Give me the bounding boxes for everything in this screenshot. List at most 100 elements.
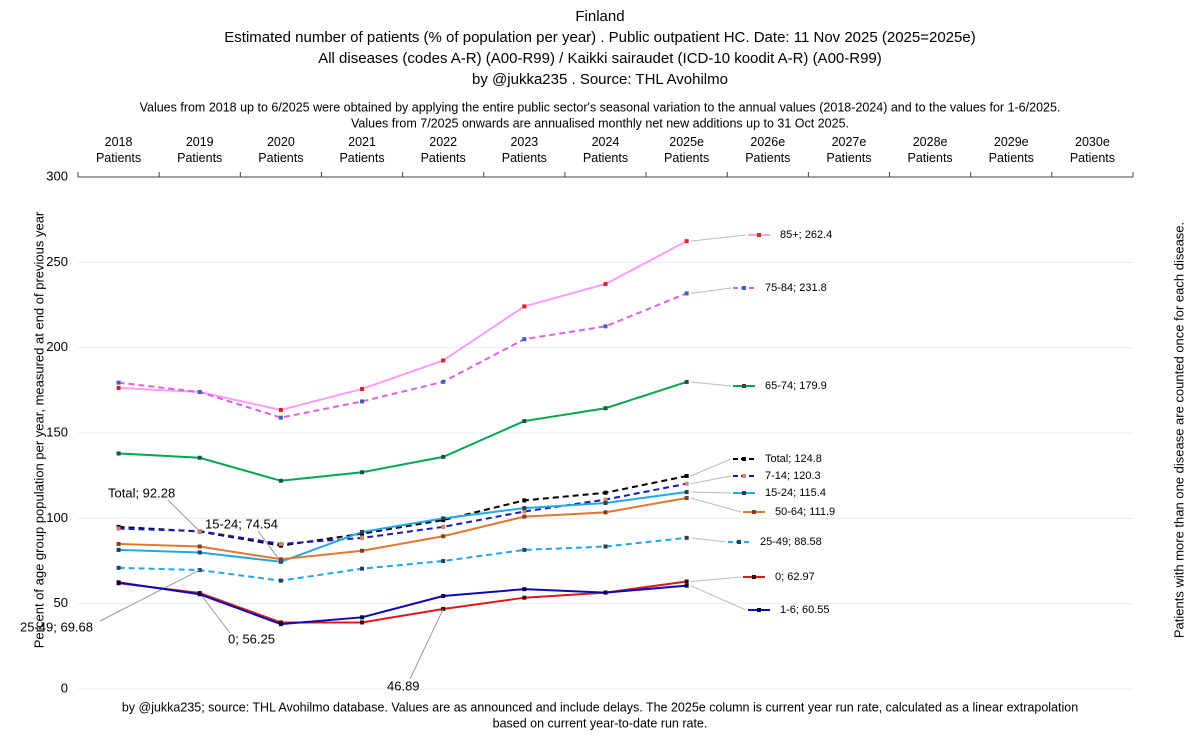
leader-line (690, 475, 732, 485)
point-marker (522, 587, 527, 592)
point-marker (278, 478, 283, 483)
point-marker (116, 580, 121, 585)
leader-line (690, 537, 727, 543)
point-marker (441, 358, 446, 363)
point-marker (522, 506, 527, 511)
label-sample-marker (757, 233, 761, 237)
point-marker (522, 509, 527, 514)
point-marker (116, 565, 121, 570)
point-marker (278, 541, 283, 546)
point-marker (522, 337, 527, 342)
point-marker (684, 579, 689, 584)
point-marker (116, 385, 121, 390)
point-marker (441, 559, 446, 563)
data-label: 0; 56.25 (228, 631, 275, 646)
series-line (118, 240, 688, 411)
point-marker (603, 406, 608, 411)
point-marker (116, 547, 121, 552)
data-label: 0; 62.97 (775, 571, 815, 583)
series-line (118, 580, 687, 624)
series-line (118, 581, 687, 626)
point-marker (441, 379, 446, 384)
point-marker (360, 535, 365, 540)
leader-line (409, 608, 444, 680)
point-marker (197, 544, 202, 549)
leader-line (690, 585, 747, 611)
point-marker (441, 516, 446, 521)
series-line (118, 536, 687, 582)
series-line (118, 497, 687, 561)
point-marker (278, 557, 283, 562)
leader-line (199, 592, 231, 634)
data-label: 65-74; 179.9 (765, 380, 827, 392)
label-sample-marker (752, 575, 756, 579)
leader-line (99, 569, 200, 622)
x-tick-label: 2021 Patients (339, 135, 385, 165)
data-label: 50-64; 111.9 (775, 506, 835, 518)
leader-line (690, 576, 742, 583)
point-marker (684, 583, 689, 588)
series-line (118, 491, 687, 563)
point-marker (360, 615, 365, 620)
leader-line (690, 491, 732, 494)
title-line: Estimated number of patients (% of popul… (224, 29, 975, 46)
leader-line (167, 499, 201, 532)
point-marker (522, 595, 527, 600)
note-line: Values from 7/2025 onwards are annualise… (351, 116, 849, 130)
label-sample-marker (742, 457, 746, 461)
series-line (118, 292, 688, 419)
x-tick-label: 2020 Patients (258, 135, 304, 165)
point-marker (684, 291, 689, 296)
title-line: by @jukka235 . Source: THL Avohilmo (472, 71, 728, 88)
point-marker (603, 590, 608, 595)
point-marker (197, 550, 202, 555)
label-sample-marker (742, 474, 746, 478)
label-sample-marker (742, 286, 746, 290)
leader-line (690, 381, 732, 387)
y-tick-label: 300 (46, 168, 68, 183)
point-marker (522, 304, 527, 309)
data-label: 25-49; 88.58 (760, 536, 822, 548)
point-marker (684, 481, 689, 486)
x-tick-label: 2029e Patients (988, 135, 1034, 165)
point-marker (603, 282, 608, 287)
point-marker (360, 548, 365, 553)
point-marker (278, 578, 283, 583)
point-marker (278, 407, 283, 412)
x-tick-label: 2019 Patients (177, 135, 223, 165)
point-marker (441, 593, 446, 598)
y-tick-label: 0 (61, 680, 68, 695)
label-sample-marker (742, 491, 746, 495)
x-tick-label: 2027e Patients (826, 135, 872, 165)
point-marker (522, 419, 527, 424)
point-marker (197, 390, 202, 395)
point-marker (684, 490, 689, 495)
x-tick-label: 2030e Patients (1069, 135, 1115, 165)
point-marker (603, 490, 608, 495)
point-marker (278, 622, 283, 627)
point-marker (197, 455, 202, 460)
data-label: Total; 92.28 (108, 485, 175, 500)
leader-line (257, 530, 282, 563)
side-note: Patients with more than one disease are … (1171, 222, 1186, 638)
y-axis-label: Percent of age group population per year… (31, 211, 46, 648)
data-label: 15-24; 74.54 (205, 516, 278, 531)
point-marker (116, 526, 121, 531)
leader-line (690, 234, 747, 242)
series-line (118, 475, 687, 547)
data-label: 1-6; 60.55 (780, 604, 830, 616)
point-marker (441, 454, 446, 459)
point-marker (360, 529, 365, 534)
point-marker (360, 386, 365, 391)
x-tick-label: 2028e Patients (907, 135, 953, 165)
point-marker (116, 380, 121, 385)
leader-line (690, 287, 732, 294)
y-tick-label: 100 (46, 510, 68, 525)
series-line (118, 381, 687, 482)
data-label: 15-24; 115.4 (765, 487, 826, 499)
point-marker (603, 497, 608, 502)
point-marker (441, 524, 446, 529)
point-marker (603, 510, 608, 515)
